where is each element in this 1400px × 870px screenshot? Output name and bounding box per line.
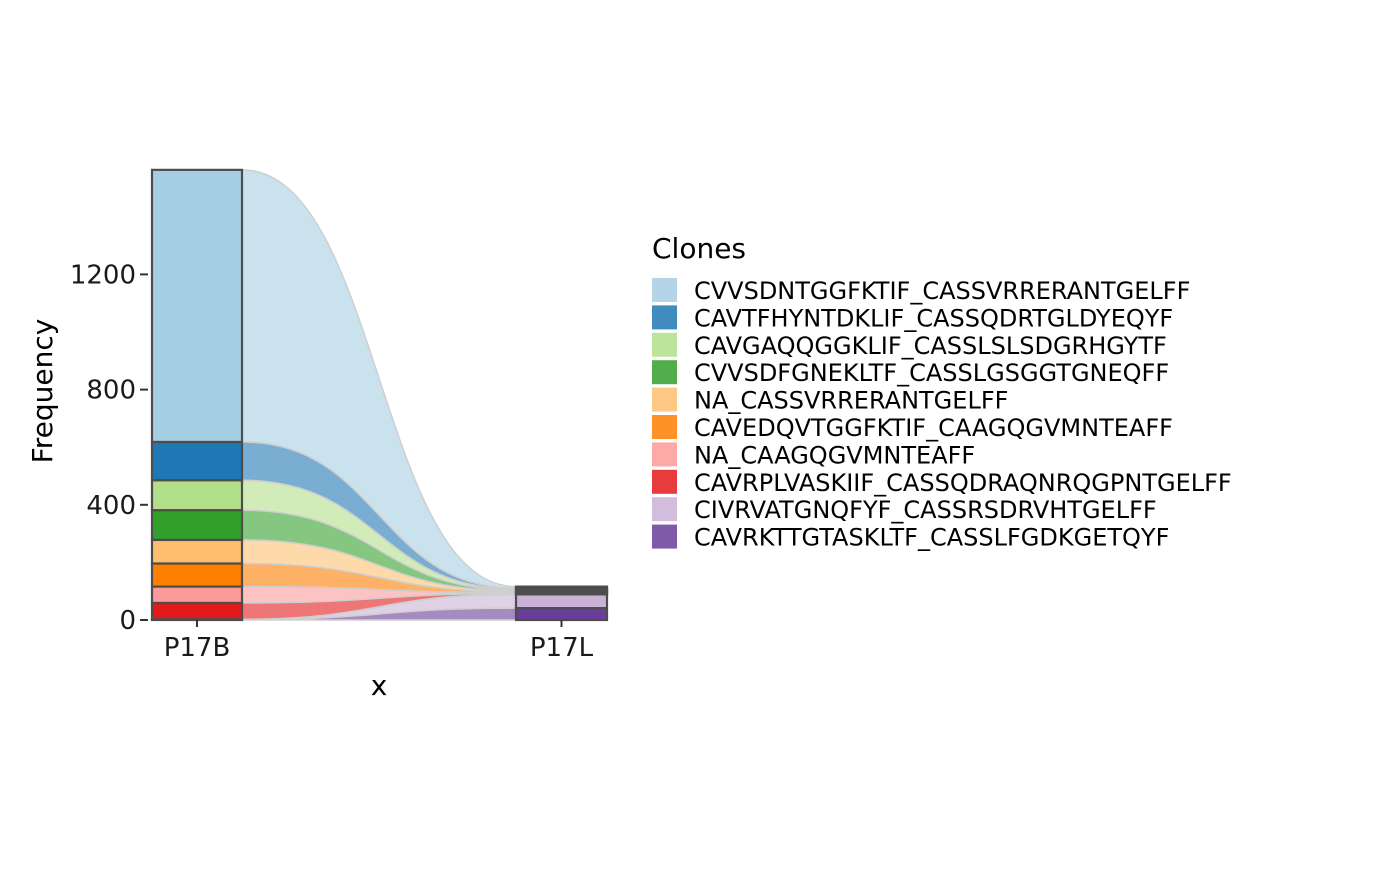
bar-p17b-na-cassvrrerantgelff <box>152 540 242 564</box>
bar-p17b-cavtfhyntdklif-cassqdrtgldyeqyf <box>152 442 242 480</box>
y-tick-label: 400 <box>86 491 136 521</box>
bar-p17l-civrvatgnqfyf-cassrsdrvhtgelff <box>516 594 607 608</box>
legend-label-cavrplvaskiif-cassqdraqnrqgpntgelff: CAVRPLVASKIIF_CASSQDRAQNRQGPNTGELFF <box>694 469 1232 497</box>
legend-label-cavgaqqggklif-casslslsdgrhgytf: CAVGAQQGGKLIF_CASSLSLSDGRHGYTF <box>694 332 1167 360</box>
bar-p17b-cvvsdntggfktif-cassvrrerantgelff <box>152 170 242 442</box>
bar-p17b-na-caagqgvmnteaff <box>152 587 242 603</box>
flows-layer <box>242 170 516 620</box>
legend-swatch-na-cassvrrerantgelff <box>652 388 677 412</box>
bar-p17b-cavedqvtggfktif-caagqgvmnteaff <box>152 564 242 587</box>
x-axis-title: x <box>371 669 388 702</box>
legend-label-cavedqvtggfktif-caagqgvmnteaff: CAVEDQVTGGFKTIF_CAAGQGVMNTEAFF <box>694 414 1173 442</box>
legend-label-cavrkttgtaskltf-casslfgdkgetqyf: CAVRKTTGTASKLTF_CASSLFGDKGETQYF <box>694 524 1169 552</box>
legend-label-cvvsdfgnekltf-casslgsggtgneqff: CVVSDFGNEKLTF_CASSLGSGGTGNEQFF <box>694 359 1169 387</box>
legend-swatch-cavedqvtggfktif-caagqgvmnteaff <box>652 415 677 439</box>
x-tick-label-p17l: P17L <box>530 633 594 663</box>
bar-p17b-cavgaqqggklif-casslslsdgrhgytf <box>152 480 242 510</box>
legend-label-civrvatgnqfyf-cassrsdrvhtgelff: CIVRVATGNQFYF_CASSRSDRVHTGELFF <box>694 496 1157 524</box>
legend-swatch-cavrplvaskiif-cassqdraqnrqgpntgelff <box>652 470 677 494</box>
legend-swatch-cvvsdntggfktif-cassvrrerantgelff <box>652 278 677 302</box>
legend: Clones CVVSDNTGGFKTIF_CASSVRRERANTGELFFC… <box>652 232 1232 552</box>
x-tick-label-p17b: P17B <box>164 633 231 663</box>
bar-p17l-cavrkttgtaskltf-casslfgdkgetqyf <box>516 608 607 620</box>
legend-swatch-cvvsdfgnekltf-casslgsggtgneqff <box>652 360 677 384</box>
legend-title: Clones <box>652 232 746 265</box>
legend-label-na-cassvrrerantgelff: NA_CASSVRRERANTGELFF <box>694 387 1008 415</box>
legend-swatch-na-caagqgvmnteaff <box>652 442 677 466</box>
y-tick-label: 0 <box>119 606 136 636</box>
legend-label-cavtfhyntdklif-cassqdrtgldyeqyf: CAVTFHYNTDKLIF_CASSQDRTGLDYEQYF <box>694 304 1173 332</box>
legend-swatch-cavtfhyntdklif-cassqdrtgldyeqyf <box>652 305 677 329</box>
legend-label-na-caagqgvmnteaff: NA_CAAGQGVMNTEAFF <box>694 441 975 469</box>
legend-swatch-cavrkttgtaskltf-casslfgdkgetqyf <box>652 525 677 549</box>
y-axis-title: Frequency <box>26 319 59 464</box>
legend-label-cvvsdntggfktif-cassvrrerantgelff: CVVSDNTGGFKTIF_CASSVRRERANTGELFF <box>694 277 1190 305</box>
legend-swatch-civrvatgnqfyf-cassrsdrvhtgelff <box>652 497 677 521</box>
y-tick-label: 800 <box>86 376 136 406</box>
y-tick-label: 1200 <box>70 260 136 290</box>
bar-p17b-cavrplvaskiif-cassqdraqnrqgpntgelff <box>152 603 242 619</box>
legend-swatch-cavgaqqggklif-casslslsdgrhgytf <box>652 333 677 357</box>
bar-p17b-cvvsdfgnekltf-casslgsggtgneqff <box>152 510 242 540</box>
